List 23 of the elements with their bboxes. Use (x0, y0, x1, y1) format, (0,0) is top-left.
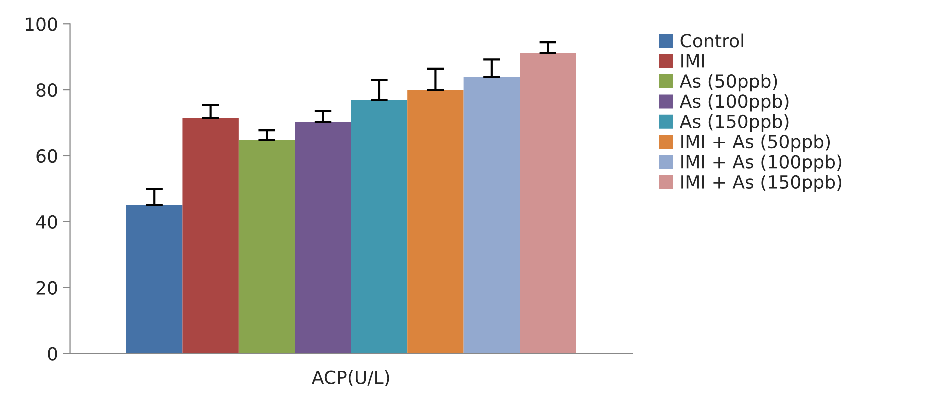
y-tick-label: 0 (48, 347, 58, 361)
bar (408, 90, 464, 354)
x-tick-label: ACP(U/L) (312, 370, 390, 387)
y-tick-label: 80 (36, 84, 58, 98)
legend-label: As (100ppb) (680, 94, 789, 112)
legend-label: As (50ppb) (680, 74, 778, 92)
bar (464, 77, 520, 354)
legend-label: IMI (682, 54, 704, 68)
legend-label: Control (680, 34, 744, 48)
y-tick-label: 100 (26, 18, 58, 32)
bar (182, 118, 239, 354)
legend-label: IMI + As (150ppb) (682, 175, 842, 193)
legend-label: As (150ppb) (680, 114, 789, 132)
bar (238, 140, 296, 354)
y-tick-label: 20 (36, 281, 58, 295)
y-tick-label: 60 (36, 149, 58, 164)
bar (351, 100, 408, 354)
bar (295, 122, 352, 354)
legend-label: IMI + As (100ppb) (682, 154, 842, 172)
bar (520, 53, 576, 354)
bar (126, 205, 183, 354)
y-tick-label: 40 (36, 215, 58, 230)
legend-label: IMI + As (50ppb) (682, 134, 830, 152)
